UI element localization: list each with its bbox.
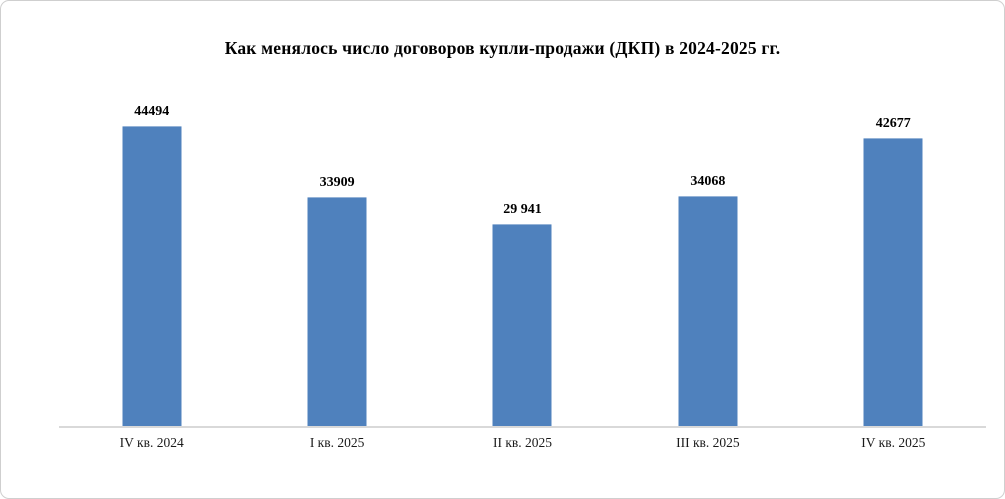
bar-value-label: 44494 bbox=[134, 104, 170, 119]
bar bbox=[307, 197, 367, 427]
bar-slot: 34068 bbox=[615, 97, 800, 427]
category-label: IV кв. 2024 bbox=[119, 435, 184, 450]
bar-value-label: 34068 bbox=[690, 174, 726, 189]
bar-value-label: 29 941 bbox=[503, 202, 542, 217]
bar bbox=[678, 196, 738, 427]
bar-slot: 42677 bbox=[801, 97, 986, 427]
chart-title: Как менялось число договоров купли-прода… bbox=[224, 38, 781, 58]
bar bbox=[122, 126, 182, 427]
bar bbox=[492, 224, 552, 427]
bar bbox=[863, 138, 923, 427]
bar-slot: 44494 bbox=[59, 97, 244, 427]
plot-area: 44494 33909 29 941 34068 42677 bbox=[59, 97, 986, 428]
x-axis-line bbox=[59, 426, 986, 428]
bar-slot: 33909 bbox=[244, 97, 429, 427]
category-axis: IV кв. 2024 I кв. 2025 II кв. 2025 III кв. … bbox=[59, 435, 986, 457]
category-label: IV кв. 2025 bbox=[861, 435, 926, 450]
category-label: I кв. 2025 bbox=[309, 435, 365, 450]
bar-slot: 29 941 bbox=[430, 97, 615, 427]
category-label: III кв. 2025 bbox=[676, 435, 740, 450]
bar-value-label: 42677 bbox=[875, 116, 911, 131]
bar-value-label: 33909 bbox=[319, 175, 355, 190]
category-label: II кв. 2025 bbox=[492, 435, 553, 450]
